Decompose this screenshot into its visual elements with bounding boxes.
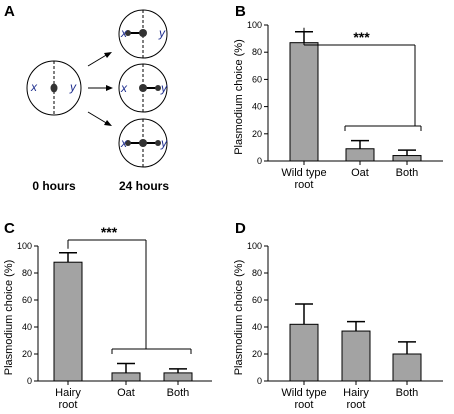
chart-c-bar [111,372,141,382]
label-x: x [120,136,128,150]
panel-a-schematic: A x y x y [4,3,169,193]
chart-c-category-label: Oat [117,387,135,399]
dish-24h-right: x y [118,63,168,113]
chart-d-bar [341,330,371,382]
chart-c-category-label: root [59,399,78,411]
arrow-down [87,111,109,125]
chart-c-y-tick-label: 20 [22,349,32,359]
label-y: y [69,80,77,94]
arrow-down-head [104,120,112,126]
chart-b-category-label: root [295,179,314,191]
chart-c-y-tick-label: 40 [22,322,32,332]
chart-b-y-tick-label: 80 [252,47,262,57]
label-x: x [120,26,128,40]
chart-c-panel-letter: C [4,220,15,237]
chart-c-significance-label: *** [101,224,118,240]
chart-c-category-label: Both [167,387,190,399]
panel-a-letter: A [4,3,15,20]
chart-b-bar [345,148,375,162]
chart-b-y-tick-label: 20 [252,129,262,139]
chart-c-bar [53,261,83,382]
chart-c-y-tick-label: 0 [27,376,32,386]
chart-d-category-label: Both [396,387,419,399]
chart-d-category-label: Wild type [281,387,326,399]
chart-b-category-label: Oat [351,167,369,179]
chart-b-category-label: Both [396,167,419,179]
chart-d-category-label: root [295,399,314,411]
arrows [87,52,113,126]
chart-b-bar [289,42,319,162]
chart-c-y-tick-label: 60 [22,295,32,305]
chart-d-y-tick-label: 100 [247,241,262,251]
label-y: y [160,81,168,95]
chart-d-y-tick-label: 20 [252,349,262,359]
chart-b-significance-label: *** [353,29,370,45]
chart-b-y-tick-label: 40 [252,102,262,112]
chart-b-category-label: Wild type [281,167,326,179]
chart-d-bar [392,353,422,382]
label-x: x [120,81,128,95]
chart-d-y-tick-label: 0 [257,376,262,386]
chart-b-y-tick-label: 0 [257,156,262,166]
chart-c-category-label: Hairy [55,387,81,399]
chart-d-bar [289,323,319,382]
time-label-end: 24 hours [119,179,169,193]
arrow-up [87,53,109,67]
chart-c-y-tick-label: 80 [22,268,32,278]
chart-d-y-tick-label: 40 [252,322,262,332]
time-label-start: 0 hours [32,179,76,193]
dish-24h-left: x y [118,9,168,59]
chart-b-y-tick-label: 60 [252,74,262,84]
dish-0-hours: x y [26,60,82,116]
chart-c-y-axis-label: Plasmodium choice (%) [3,260,15,376]
chart-d-category-label: root [347,399,366,411]
chart-d-category-label: Hairy [343,387,369,399]
chart-b-y-axis-label: Plasmodium choice (%) [233,39,245,155]
label-y: y [158,26,166,40]
label-x: x [30,80,38,94]
chart-d-panel-letter: D [235,220,246,237]
label-y: y [160,136,168,150]
arrow-up-head [104,52,112,58]
plasmodium-blob [50,83,58,93]
chart-c-y-tick-label: 100 [17,241,32,251]
chart-b-bar [392,155,422,162]
chart-d-y-axis-label: Plasmodium choice (%) [233,260,245,376]
chart-d-y-tick-label: 60 [252,295,262,305]
dish-24h-both: x y [118,118,168,168]
chart-b-y-tick-label: 100 [247,20,262,30]
chart-d-y-tick-label: 80 [252,268,262,278]
chart-b-panel-letter: B [235,3,246,20]
arrow-mid-head [106,85,113,91]
chart-c-bar [163,372,193,382]
